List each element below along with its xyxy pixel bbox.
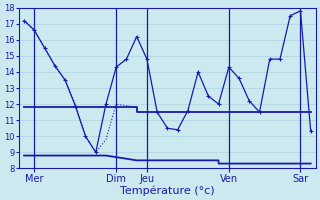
X-axis label: Température (°c): Température (°c) — [120, 185, 215, 196]
